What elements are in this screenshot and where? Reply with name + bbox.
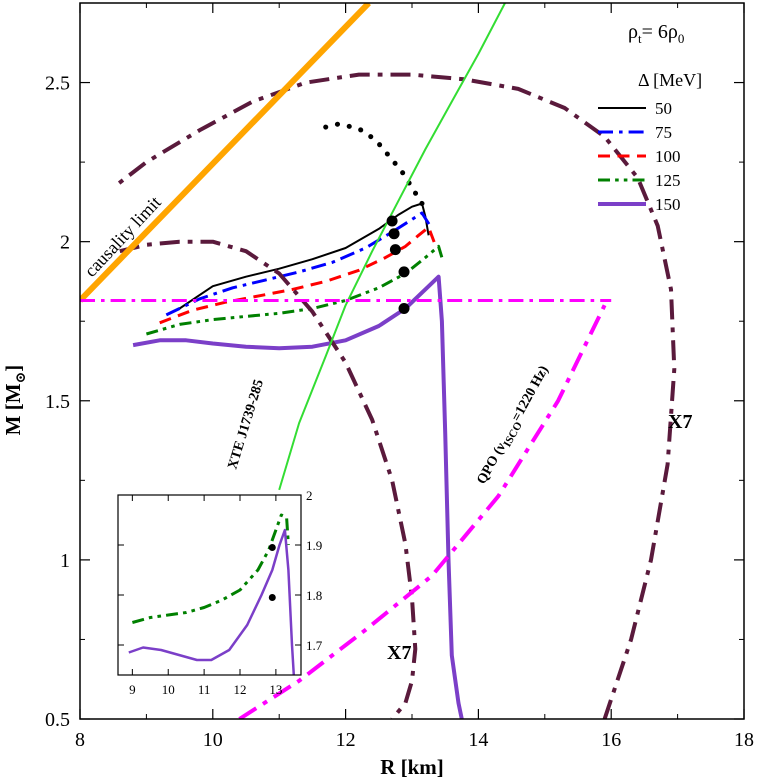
legend-title: Δ [MeV]	[638, 70, 702, 90]
inset-chart: 9 10 11 12 13 1.7 1.8 1.9 2	[117, 488, 323, 697]
series-150-line	[132, 274, 464, 719]
marker-5	[398, 302, 410, 314]
inset-x-tick-label: 13	[269, 682, 282, 697]
legend-label-50: 50	[655, 99, 672, 118]
inset-x-tick-label: 9	[129, 682, 136, 697]
series-75-line	[165, 211, 434, 317]
inset-y-tick-label: 1.8	[306, 588, 322, 603]
inset-x-tick-label: 12	[234, 682, 247, 697]
x-tick-label: 8	[75, 729, 85, 751]
inset-x-tick-label: 10	[162, 682, 175, 697]
plot-area	[80, 3, 677, 719]
series-xte-j1739-285-line	[278, 3, 506, 491]
x-tick-label: 10	[203, 729, 223, 751]
inset-y-tick-label: 1.9	[306, 538, 322, 553]
y-tick-label: 1.5	[45, 391, 70, 413]
inset-marker-2	[268, 594, 276, 601]
axis-ticks	[79, 3, 745, 720]
x-tick-label: 16	[601, 729, 621, 751]
inset-background	[118, 495, 301, 675]
marker-2	[388, 228, 400, 240]
legend-label-150: 150	[655, 195, 681, 214]
marker-3	[389, 244, 401, 256]
series-qpo-line	[238, 304, 607, 719]
series-causality-limit-line	[80, 3, 371, 303]
x-tick-label: 12	[336, 729, 356, 751]
marker-4	[398, 266, 410, 278]
marker-group	[386, 215, 410, 314]
inset-series-125-line	[131, 513, 290, 624]
y-tick-label: 1	[60, 550, 70, 572]
x-tick-label: 14	[468, 729, 488, 751]
tick-labels: 8 10 12 14 16 18 0.5 1 1.5 2 2.5	[45, 73, 754, 751]
inset-marker-1	[268, 544, 276, 551]
series-100-line	[159, 225, 437, 325]
inset-x-tick-label: 11	[198, 682, 211, 697]
legend: Δ [MeV] 50 75 100 125 150	[598, 70, 702, 214]
x7-label-bottom: X7	[387, 642, 411, 664]
y-tick-label: 0.5	[45, 709, 70, 731]
x-axis-label: R [km]	[380, 755, 444, 778]
series-125-line	[145, 244, 444, 336]
legend-label-125: 125	[655, 171, 681, 190]
y-axis-label: M [M⊙]	[1, 365, 29, 436]
y-tick-label: 2.5	[45, 73, 70, 95]
legend-label-75: 75	[655, 123, 672, 142]
y-tick-label: 2	[60, 232, 70, 254]
inset-y-tick-label: 2	[306, 488, 313, 503]
inset-series-150-line	[128, 528, 296, 675]
inset-y-tick-label: 1.7	[306, 638, 323, 653]
x-tick-label: 18	[734, 729, 754, 751]
inset-frame	[117, 494, 302, 676]
x7-label-right: X7	[668, 411, 692, 433]
series-50-dotted-continuation-line	[323, 121, 425, 206]
marker-1	[386, 215, 398, 227]
legend-label-100: 100	[655, 147, 681, 166]
series-x7-outer-contour-line	[111, 72, 677, 719]
density-annotation: ρt= 6ρ0	[628, 21, 684, 46]
